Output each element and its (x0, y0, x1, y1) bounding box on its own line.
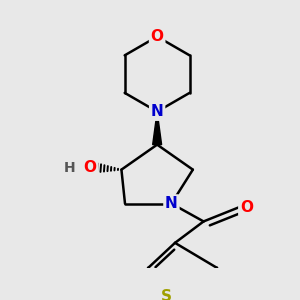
Polygon shape (153, 112, 162, 145)
Text: O: O (84, 160, 97, 175)
Text: O: O (151, 29, 164, 44)
Text: N: N (165, 196, 178, 211)
Text: H: H (64, 161, 76, 175)
Text: S: S (160, 289, 172, 300)
Text: O: O (240, 200, 253, 214)
Text: N: N (151, 104, 164, 119)
